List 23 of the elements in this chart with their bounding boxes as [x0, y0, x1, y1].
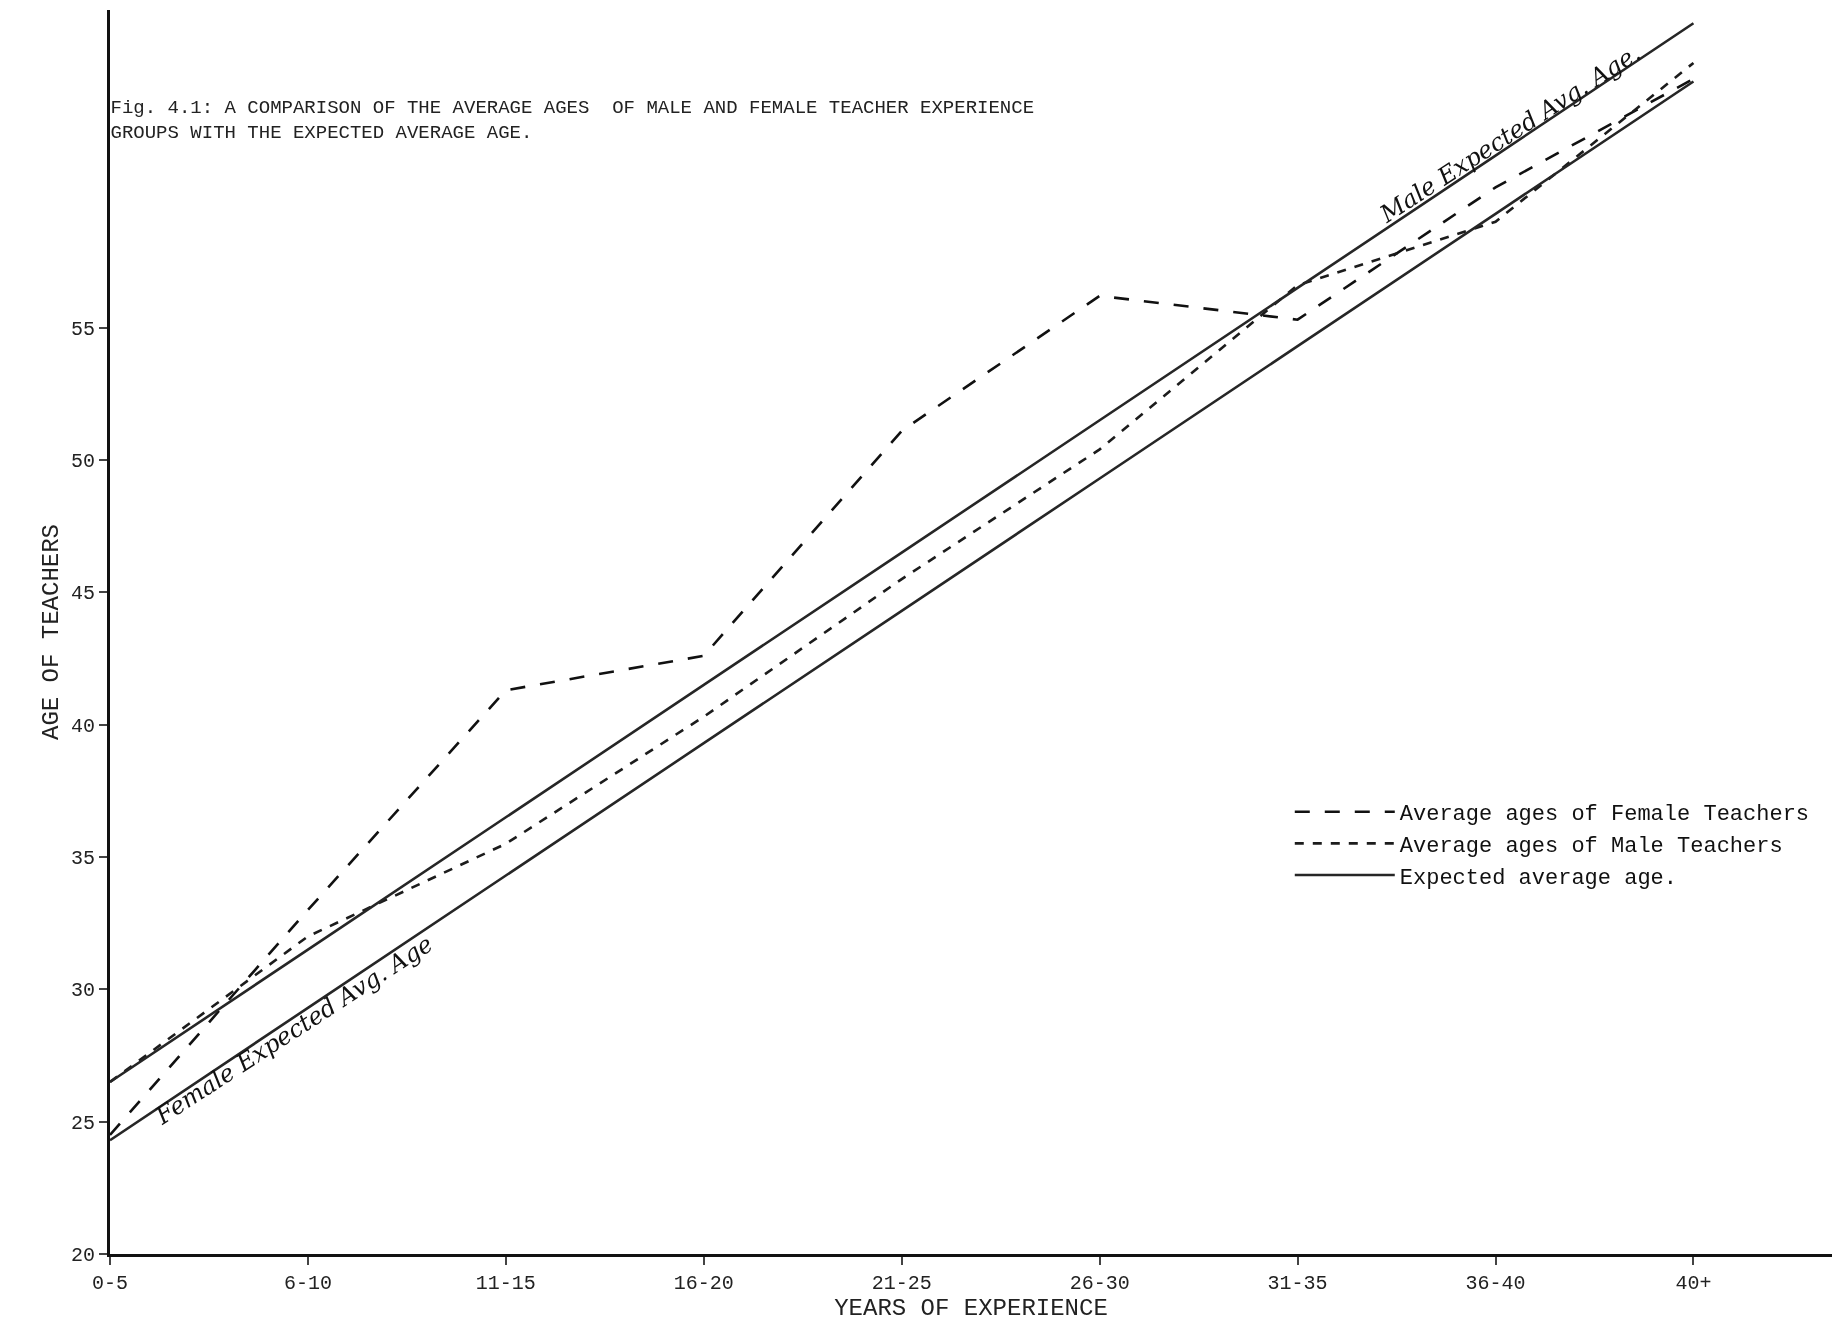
y-tick-label: 35 — [70, 846, 95, 870]
y-tick-label: 20 — [70, 1244, 95, 1267]
x-tick-label: 26-30 — [1069, 1272, 1130, 1295]
x-tick-label: 36-40 — [1465, 1272, 1526, 1295]
x-tick-label: 0-5 — [91, 1272, 129, 1295]
legend-label: Average ages of Male Teachers — [1399, 833, 1783, 859]
y-tick-label: 50 — [70, 449, 95, 473]
y-tick-label: 30 — [70, 979, 95, 1003]
x-tick-label: 6-10 — [283, 1272, 332, 1295]
x-tick-label: 31-35 — [1267, 1272, 1328, 1295]
text: Fig. 4.1: A COMPARISON OF THE AVERAGE AGES OF MALE AND FEMALE TEACHER EXPERIENCE GROUPS WITH THE EXPECTED AVERAGE AGE. — [110, 97, 1035, 145]
y-tick-label: 40 — [70, 714, 95, 738]
y-tick-label: 55 — [70, 317, 95, 341]
legend-label: Average ages of Female Teachers — [1399, 802, 1810, 828]
y-axis-title: AGE OF TEACHERS — [38, 523, 66, 741]
x-tick-label: 16-20 — [673, 1272, 734, 1295]
x-tick-label: 21-25 — [871, 1272, 932, 1295]
legend-label: Expected average age. — [1399, 865, 1678, 891]
x-axis-title: YEARS OF EXPERIENCE — [834, 1295, 1108, 1322]
y-tick-label: 45 — [70, 582, 95, 606]
x-tick-label: 11-15 — [475, 1272, 536, 1295]
y-tick-label: 25 — [70, 1111, 95, 1135]
x-tick-label: 40+ — [1675, 1272, 1712, 1295]
